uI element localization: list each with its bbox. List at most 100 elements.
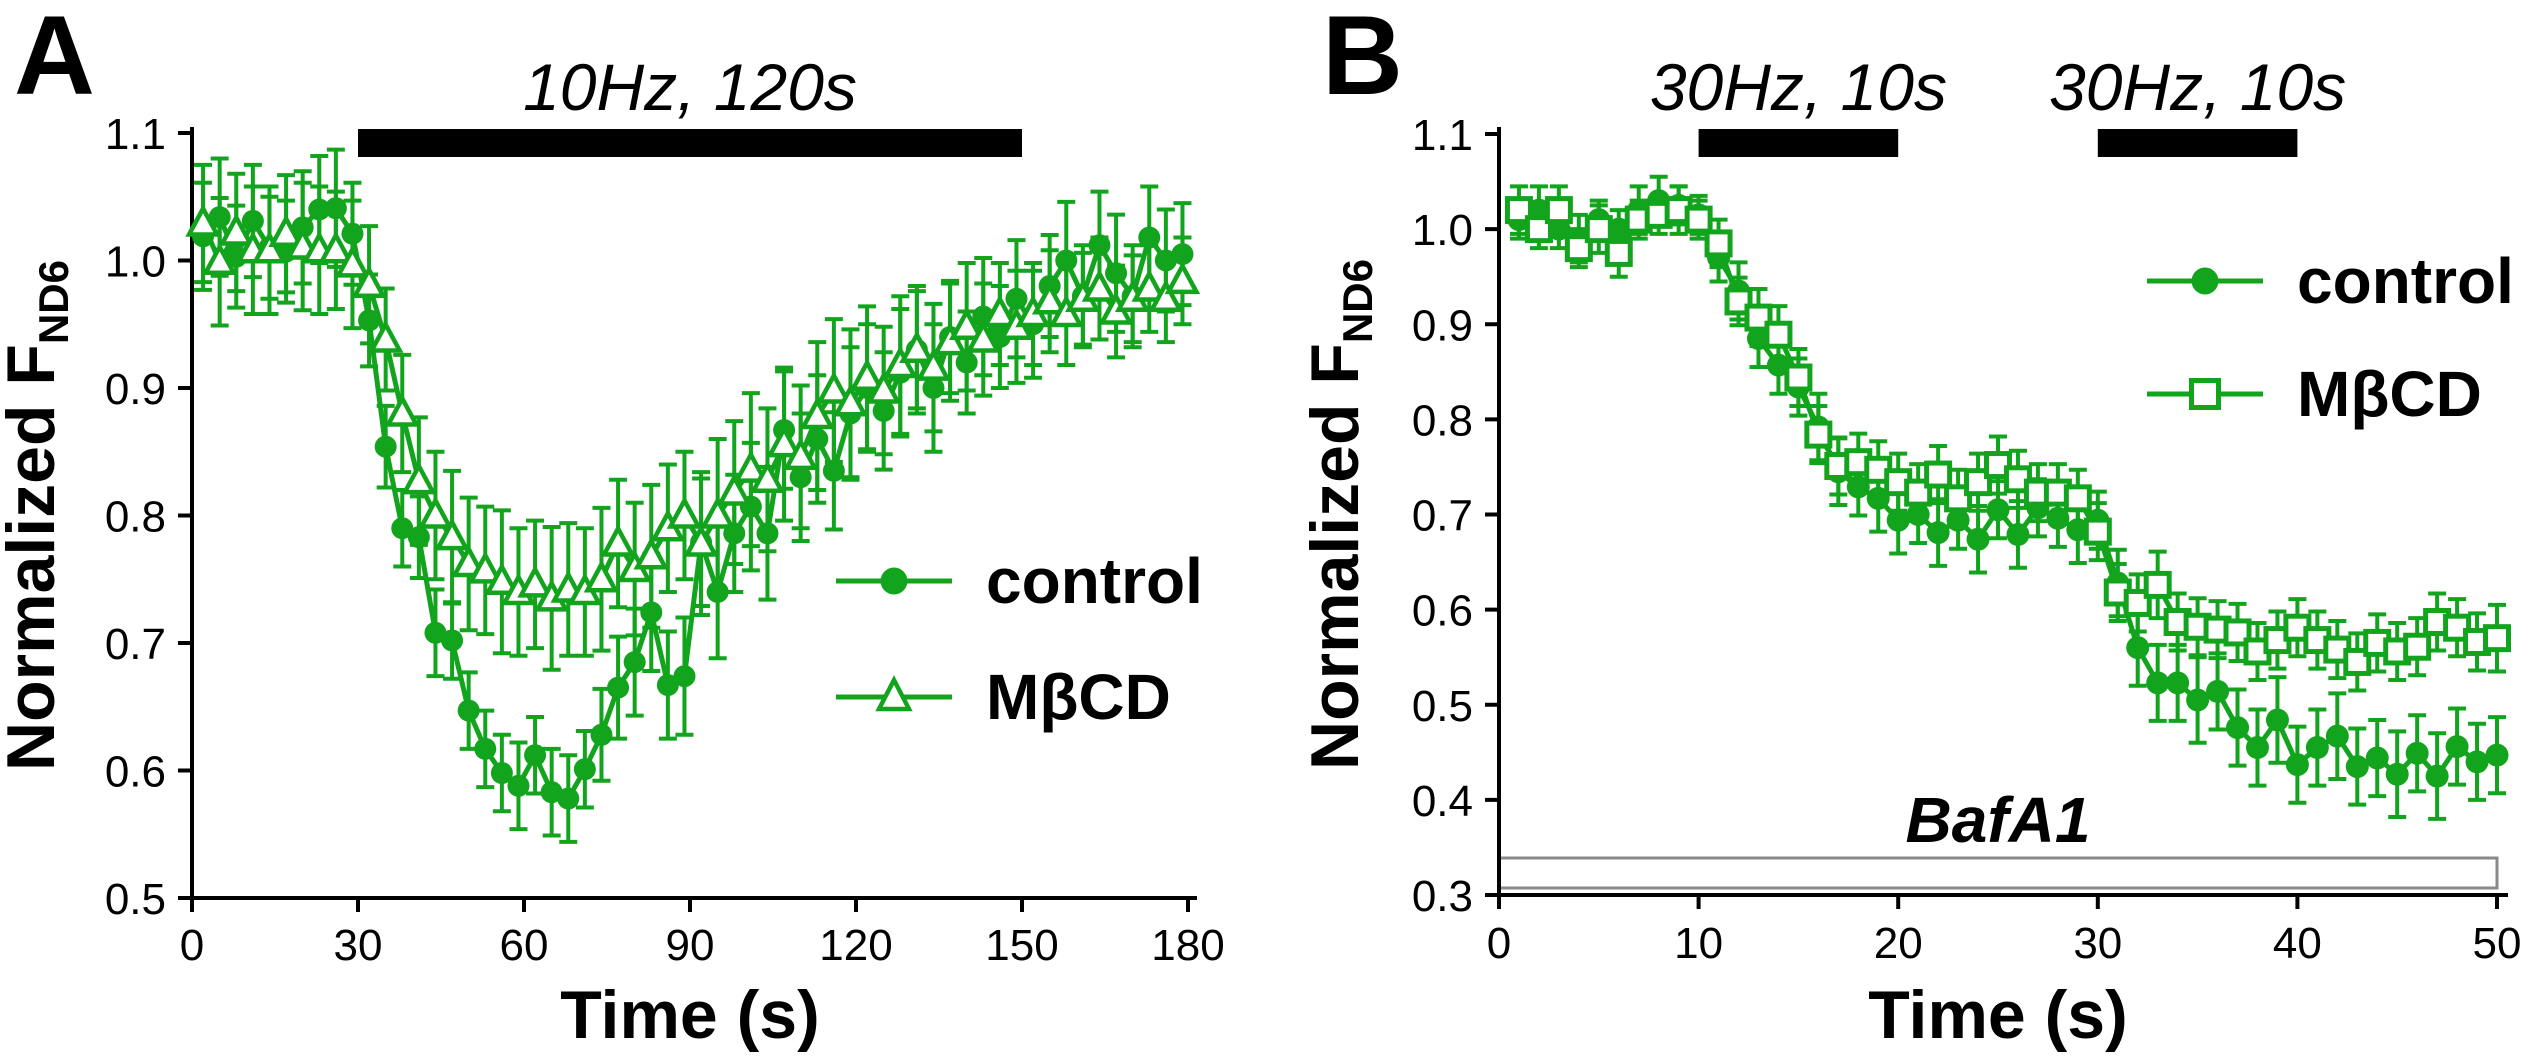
data-point-square <box>1704 229 1733 258</box>
data-point-square <box>1684 205 1713 234</box>
y-axis-title: Normalized FND6 <box>0 260 77 771</box>
axes: 1.1 1.0 0.9 0.8 0.7 0.6 0.5 0.4 0.3 0 10 20 30 40 50 <box>1412 111 2522 968</box>
data-point-triangle <box>666 495 703 529</box>
data-point-triangle <box>417 495 454 529</box>
data-point-triangle <box>218 212 255 246</box>
data-point-square <box>1724 287 1753 316</box>
data-point-circle <box>2066 518 2090 542</box>
data-point-circle <box>507 774 530 797</box>
data-point-circle <box>2191 267 2219 295</box>
data-point-circle <box>374 435 397 458</box>
data-point-triangle <box>882 345 919 379</box>
data-point-circle <box>1138 226 1161 249</box>
panel-b-letter: B <box>1322 0 1403 118</box>
y-tick-label: 0.7 <box>1412 492 1473 541</box>
legend-label: control <box>986 545 1203 617</box>
x-tick-label: 120 <box>819 921 892 970</box>
data-point-circle <box>441 629 464 652</box>
data-point-square <box>2403 632 2432 661</box>
data-point-triangle <box>467 550 504 584</box>
data-point-square <box>2063 484 2092 513</box>
data-point-triangle <box>201 242 238 276</box>
legend: control MβCD <box>836 545 1203 733</box>
y-tick-label: 1.1 <box>105 110 166 159</box>
stim-bars-group: 30Hz, 10s 30Hz, 10s <box>1650 50 2346 157</box>
data-point-circle <box>2186 688 2210 712</box>
y-tick-label: 0.7 <box>105 620 166 669</box>
panel-a: 10Hz, 120s 1.1 1.0 0.9 0.8 0.7 0.6 0.5 0 30 60 90 12… <box>0 50 1225 1053</box>
stim-label: 10Hz, 120s <box>523 50 857 124</box>
y-tick-label: 1.0 <box>105 238 166 287</box>
data-point-square <box>1504 196 1533 225</box>
data-point-triangle <box>1048 294 1085 328</box>
data-point-square <box>1564 234 1593 263</box>
data-point-triangle <box>434 517 470 551</box>
data-point-circle <box>673 665 696 688</box>
data-point-square <box>2443 613 2472 642</box>
stim-label: 30Hz, 10s <box>2049 50 2346 124</box>
y-tick-label: 0.8 <box>105 493 166 542</box>
data-point-triangle <box>948 307 985 341</box>
legend-label: control <box>2297 245 2514 317</box>
panel-a-letter: A <box>14 0 95 118</box>
data-point-square <box>2189 378 2221 410</box>
data-point-triangle <box>699 495 736 529</box>
stim-bars-group: 10Hz, 120s <box>358 50 1022 157</box>
data-point-square <box>2483 624 2511 653</box>
data-point-circle <box>2226 716 2250 740</box>
data-point-circle <box>2265 708 2289 732</box>
data-point-circle <box>2445 735 2469 759</box>
data-point-square <box>1964 468 1993 497</box>
data-point-square <box>2223 618 2252 647</box>
data-point-triangle <box>367 319 404 353</box>
axes: 1.1 1.0 0.9 0.8 0.7 0.6 0.5 0 30 60 90 120 150 180 <box>105 110 1225 970</box>
x-tick-label: 50 <box>2473 919 2522 968</box>
data-point-triangle <box>766 424 802 458</box>
data-point-square <box>1784 363 1813 392</box>
y-tick-label: 0.8 <box>1412 396 1473 445</box>
data-point-circle <box>2245 736 2269 760</box>
y-tick-label: 0.6 <box>1412 587 1473 636</box>
data-point-circle <box>391 517 414 540</box>
x-tick-label: 150 <box>985 921 1058 970</box>
x-tick-label: 20 <box>1874 919 1923 968</box>
data-point-circle <box>1966 527 1990 551</box>
data-point-triangle <box>484 562 520 596</box>
data-point-circle <box>1926 521 1950 545</box>
data-point-circle <box>1986 498 2010 522</box>
data-point-circle <box>2285 753 2309 777</box>
data-point-triangle <box>965 319 1002 353</box>
data-point-triangle <box>600 523 636 557</box>
data-point-circle <box>590 723 613 746</box>
data-point-square <box>1944 484 1973 513</box>
data-point-triangle <box>749 460 786 494</box>
drug-bar <box>1497 856 2499 890</box>
data-point-triangle <box>816 370 852 404</box>
y-tick-label: 0.3 <box>1412 872 1473 921</box>
data-point-triangle <box>1031 281 1068 315</box>
data-point-circle <box>1886 508 1910 532</box>
data-point-triangle <box>782 437 819 471</box>
stim-bar <box>1698 129 1899 157</box>
data-point-circle <box>2425 764 2449 788</box>
data-point-triangle <box>932 322 968 356</box>
stim-label: 30Hz, 10s <box>1650 50 1947 124</box>
data-point-square <box>1524 215 1553 244</box>
data-point-circle <box>2405 741 2429 765</box>
x-tick-label: 0 <box>180 921 204 970</box>
series-mbcd <box>1504 184 2511 693</box>
data-point-circle <box>2146 671 2170 695</box>
data-point-triangle <box>351 264 387 298</box>
data-point-square <box>1984 451 2012 480</box>
data-point-triangle <box>832 383 869 417</box>
drug-label: BafA1 <box>1906 784 2091 856</box>
data-point-circle <box>490 762 513 785</box>
x-tick-label: 30 <box>2073 919 2122 968</box>
data-point-circle <box>2345 755 2369 779</box>
data-point-circle <box>1055 249 1078 272</box>
data-point-triangle <box>185 203 221 237</box>
legend-label: MβCD <box>2297 358 2482 430</box>
x-tick-label: 10 <box>1674 919 1723 968</box>
data-point-triangle <box>583 559 620 593</box>
data-point-circle <box>607 676 630 699</box>
